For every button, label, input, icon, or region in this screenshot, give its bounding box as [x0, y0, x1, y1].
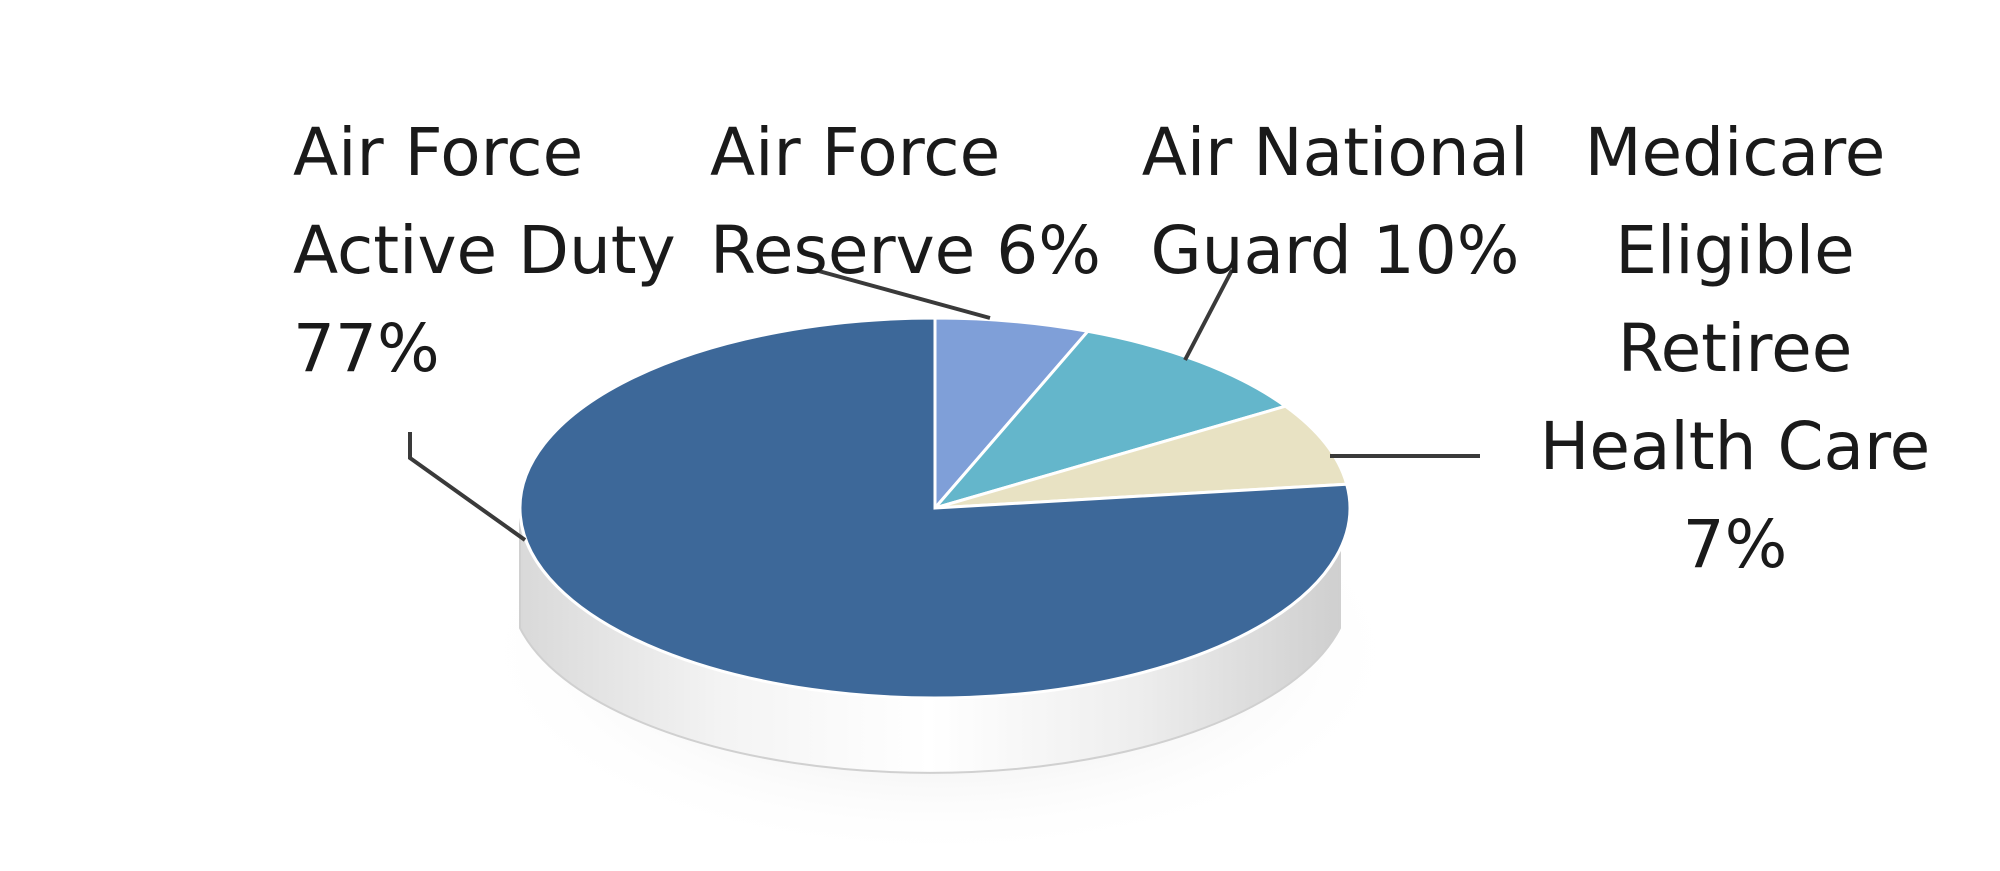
- data-label-air-force-active-duty: Air Force Active Duty 77%: [293, 114, 676, 387]
- data-label-air-force-reserve: Air Force Reserve 6%: [710, 114, 1101, 289]
- data-label-line: Guard 10%: [1151, 212, 1520, 289]
- data-label-line: Eligible: [1615, 212, 1854, 289]
- pie-slice-air-force-reserve: [933, 316, 1091, 513]
- data-label-line: Air National: [1142, 114, 1529, 191]
- data-label-line: Air Force: [293, 114, 583, 191]
- leader-line-air-national-guard: [1183, 269, 1234, 361]
- pie-slice-air-national-guard: [930, 329, 1289, 511]
- data-label-medicare-eligible-retiree-health-care: Medicare Eligible Retiree Health Care 7%: [1540, 114, 1931, 583]
- data-label-line: Air Force: [710, 114, 1000, 191]
- data-label-air-national-guard: Air National Guard 10%: [1142, 114, 1529, 289]
- data-label-line: 7%: [1683, 506, 1788, 583]
- leader-line-air-force-active-duty: [408, 432, 527, 542]
- data-label-line: 77%: [293, 310, 440, 387]
- pie-slice-medicare-eligible-retiree-health-care: [934, 404, 1349, 510]
- data-label-line: Health Care: [1540, 408, 1931, 485]
- data-label-line: Active Duty: [293, 212, 676, 289]
- data-label-line: Medicare: [1585, 114, 1886, 191]
- leader-line-air-force-reserve: [814, 268, 991, 320]
- pie-slice-air-force-active-duty: [518, 316, 1352, 700]
- data-label-line: Retiree: [1618, 310, 1853, 387]
- data-label-line: Reserve 6%: [710, 212, 1101, 289]
